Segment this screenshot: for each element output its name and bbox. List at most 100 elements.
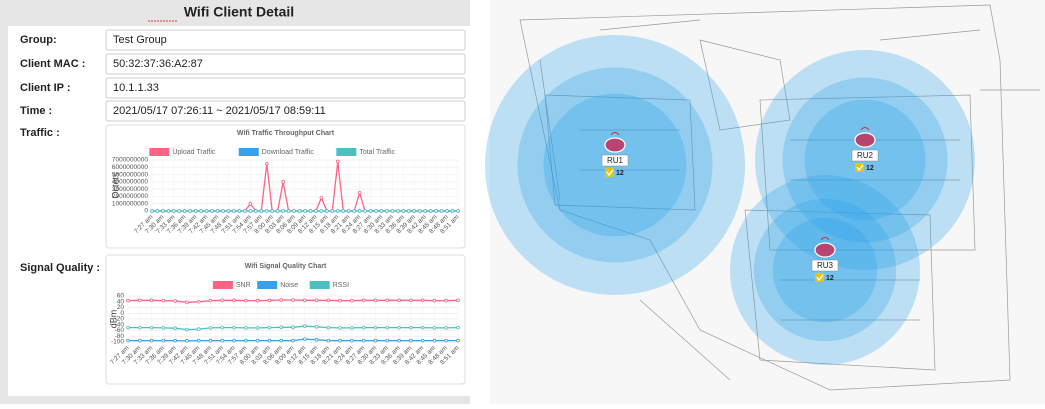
data-point — [244, 298, 248, 303]
data-point — [255, 326, 260, 330]
map-bg — [490, 0, 1045, 404]
y-tick-label: 7000000000 — [112, 157, 149, 164]
data-point — [326, 338, 331, 343]
data-point — [420, 298, 425, 303]
data-point — [409, 325, 413, 330]
y-axis-label: Octets — [110, 172, 120, 199]
data-point — [341, 209, 346, 213]
data-point — [208, 298, 213, 303]
data-point — [335, 209, 340, 213]
data-point — [220, 338, 225, 343]
floorplan — [519, 4, 1040, 391]
data-point — [456, 338, 460, 343]
field-value: 10.1.1.33 — [113, 82, 159, 94]
legend-swatch — [257, 281, 278, 289]
check — [856, 164, 864, 172]
router-antenna — [820, 237, 830, 241]
data-point — [220, 325, 225, 330]
data-point — [172, 209, 176, 213]
data-point — [397, 298, 401, 303]
client-badge — [815, 273, 824, 282]
data-point — [373, 325, 378, 330]
data-point — [232, 325, 236, 330]
legend-swatch — [309, 281, 330, 289]
data-point — [292, 209, 296, 213]
data-point — [308, 209, 313, 213]
y-tick-label: -100 — [111, 339, 124, 346]
data-point — [420, 338, 425, 343]
data-point — [302, 298, 307, 303]
data-point — [182, 209, 187, 213]
data-point — [412, 209, 417, 213]
data-point — [196, 338, 201, 343]
data-point — [314, 324, 319, 329]
data-point — [428, 209, 433, 213]
field-value: 2021/05/17 07:26:11 ~ 2021/05/17 08:59:1… — [113, 105, 326, 117]
check — [606, 169, 614, 177]
y-tick-label: 4000000000 — [112, 179, 149, 186]
data-point — [330, 209, 335, 213]
router-icon — [604, 137, 626, 153]
data-point — [434, 209, 438, 213]
data-point — [352, 209, 356, 213]
data-point — [368, 209, 373, 213]
data-point — [244, 326, 248, 330]
data-point — [346, 209, 351, 213]
data-point — [204, 209, 209, 213]
data-point — [319, 196, 324, 200]
y-tick-label: -60 — [115, 327, 125, 334]
data-point — [390, 209, 395, 213]
client-count: 12 — [616, 170, 624, 177]
field-box — [105, 77, 466, 99]
data-point — [210, 209, 214, 213]
y-tick-label: 3000000000 — [112, 186, 149, 193]
chart-title: Wifi Traffic Throughput Chart — [237, 130, 335, 137]
check — [816, 274, 824, 282]
y-tick-label: -40 — [115, 321, 125, 328]
data-point — [407, 209, 411, 213]
data-point — [417, 209, 422, 213]
data-point — [259, 209, 264, 213]
client-badge — [855, 163, 864, 172]
data-point — [149, 325, 154, 330]
data-point — [264, 161, 269, 166]
data-point — [275, 209, 280, 213]
field-label: Client IP : — [20, 82, 71, 94]
data-point — [396, 209, 400, 213]
data-point — [173, 338, 177, 343]
data-point — [248, 209, 253, 213]
legend-label: Total Traffic — [359, 149, 395, 156]
legend-label: SNR — [236, 282, 251, 289]
data-point — [385, 298, 390, 303]
data-point — [208, 338, 213, 343]
data-point — [196, 327, 201, 331]
data-point — [361, 338, 366, 343]
data-point — [373, 298, 378, 303]
y-tick-label: 60 — [117, 293, 125, 300]
chart-title: Wifi Signal Quality Chart — [245, 263, 327, 270]
data-point — [270, 209, 275, 213]
data-point — [397, 338, 401, 343]
data-point — [450, 209, 455, 213]
data-point — [255, 298, 260, 303]
data-point — [264, 209, 269, 213]
legend-label: Noise — [280, 282, 298, 289]
router-antenna — [610, 132, 620, 136]
data-point — [177, 209, 182, 213]
data-point — [326, 325, 331, 330]
data-point — [161, 209, 165, 213]
data-point — [150, 209, 154, 213]
data-point — [456, 325, 460, 330]
data-point — [297, 209, 302, 213]
chart-box — [105, 254, 466, 385]
data-point — [363, 209, 367, 213]
y-tick-label: 0 — [120, 310, 124, 317]
data-point — [149, 298, 154, 303]
data-point — [193, 209, 198, 213]
data-point — [185, 339, 189, 343]
data-point — [286, 209, 291, 213]
data-point — [161, 338, 166, 343]
field-value: Test Group — [113, 34, 167, 46]
